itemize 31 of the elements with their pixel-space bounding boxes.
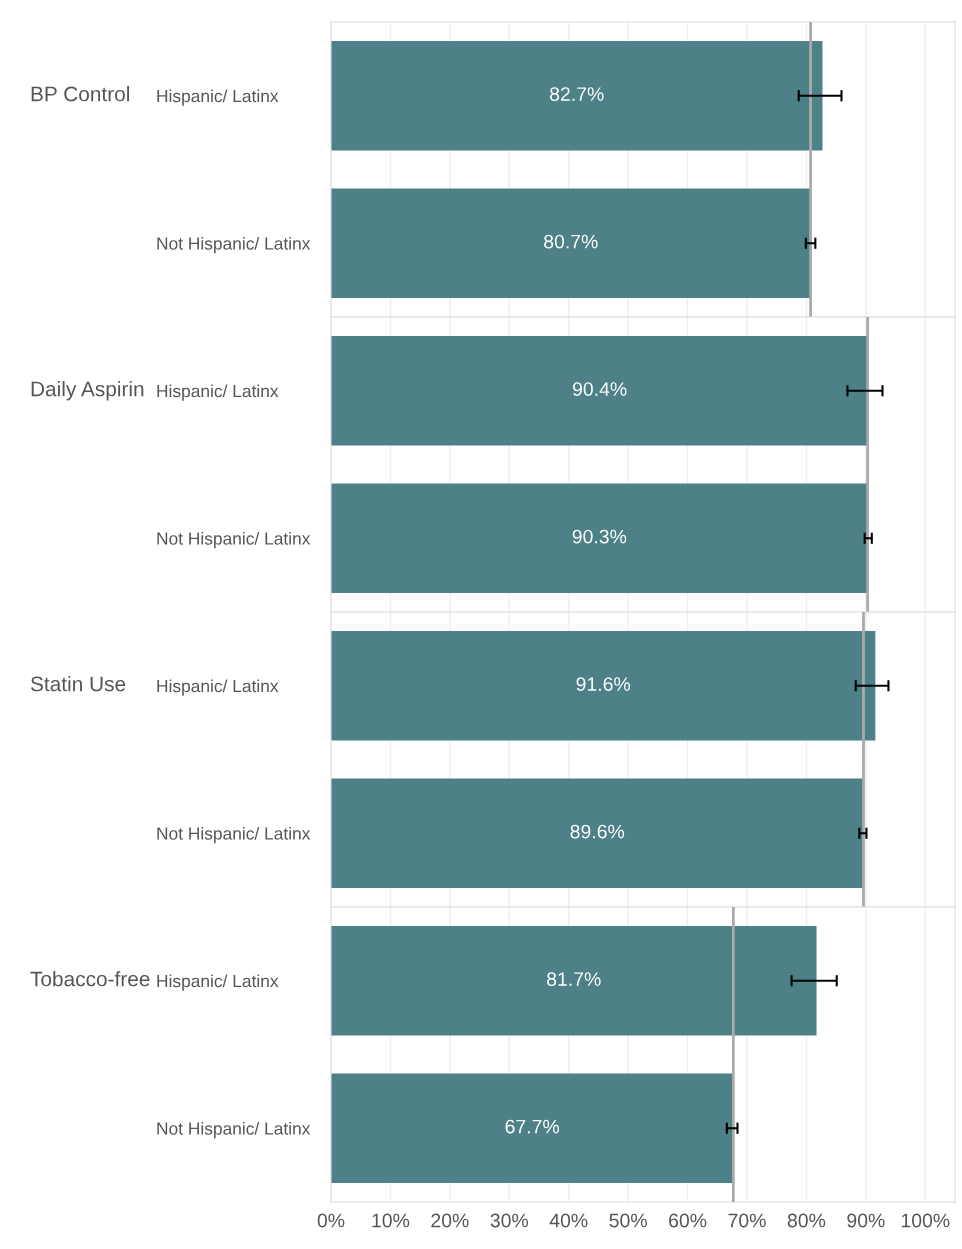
- data-label: 80.7%: [544, 234, 598, 249]
- x-tick-label: 70%: [728, 1213, 766, 1228]
- x-tick-label: 100%: [901, 1213, 950, 1228]
- text: BP Control: [31, 86, 129, 102]
- y-tick-label: Not Hispanic/ Latinx: [157, 1121, 311, 1139]
- x-tick-label: 20%: [431, 1213, 469, 1228]
- data-label: 89.6%: [570, 824, 625, 839]
- data-label: 90.3%: [572, 529, 627, 544]
- x-tick-label: 60%: [669, 1213, 707, 1228]
- y-tick-label: Not Hispanic/ Latinx: [157, 531, 311, 549]
- x-tick-label: 80%: [787, 1213, 826, 1228]
- text: Statin Use: [30, 676, 126, 692]
- data-label: 81.7%: [547, 972, 601, 986]
- data-label: 82.7%: [550, 87, 604, 101]
- x-tick-label: 90%: [847, 1213, 885, 1228]
- x-tick-label: 50%: [609, 1213, 647, 1228]
- x-tick-label: 40%: [549, 1213, 588, 1228]
- y-tick-label: Hispanic/ Latinx: [157, 974, 279, 991]
- text: Daily Aspirin: [31, 381, 144, 401]
- x-tick-label: 30%: [490, 1213, 529, 1228]
- data-label: 91.6%: [576, 677, 631, 691]
- data-label: 90.4%: [572, 382, 627, 396]
- data-label: 67.7%: [505, 1119, 560, 1134]
- y-tick-label: Not Hispanic/ Latinx: [157, 236, 311, 254]
- y-tick-label: Hispanic/ Latinx: [157, 384, 279, 401]
- y-tick-label: Hispanic/ Latinx: [157, 89, 279, 106]
- text: Tobacco-free: [30, 971, 150, 987]
- x-tick-label: 0%: [317, 1213, 345, 1228]
- y-tick-label: Not Hispanic/ Latinx: [157, 826, 311, 844]
- y-tick-label: Hispanic/ Latinx: [157, 679, 279, 696]
- x-tick-label: 10%: [372, 1213, 410, 1228]
